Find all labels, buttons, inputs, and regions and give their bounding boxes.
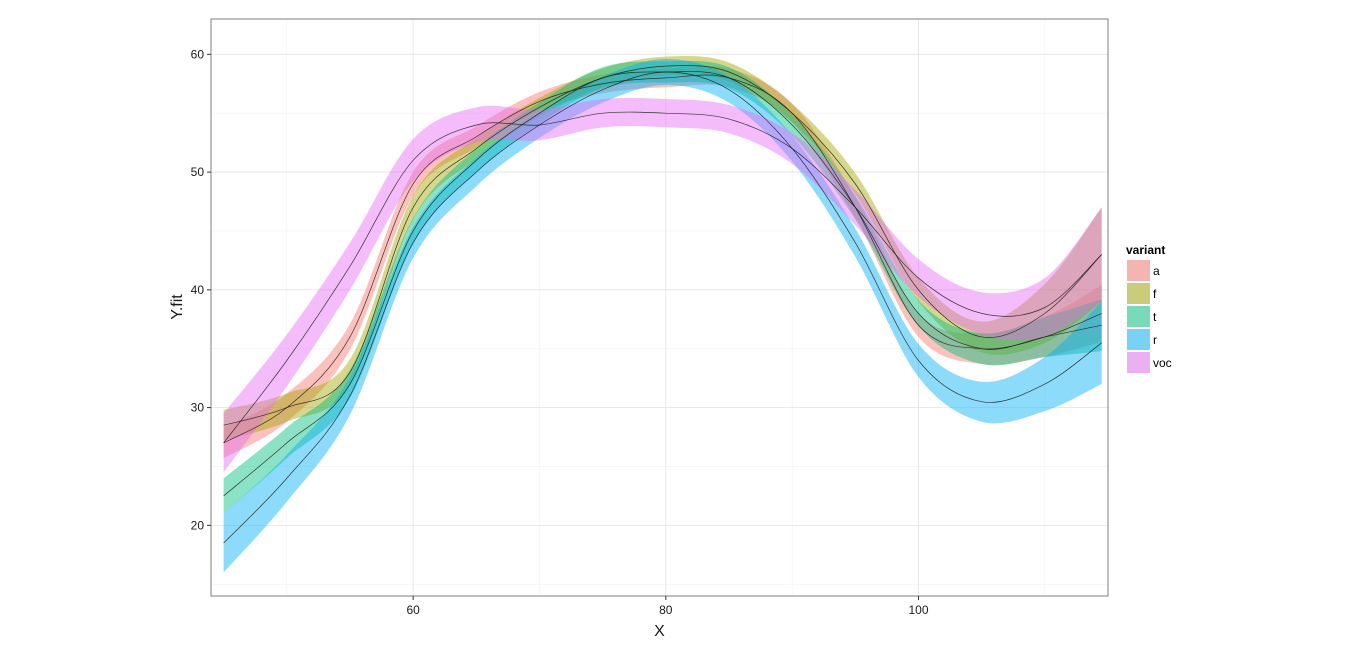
legend-key-r [1127,329,1150,350]
y-axis-title: Y.fit [169,294,186,320]
legend-label-t: t [1153,310,1157,324]
legend-label-r: r [1153,333,1157,347]
x-tick-label: 60 [406,603,420,617]
y-tick-label: 50 [191,165,205,179]
y-tick-label: 30 [191,401,205,415]
legend-label-f: f [1153,287,1157,301]
confidence-bands [223,56,1102,573]
x-axis-title: X [654,623,665,640]
fit-line-f [223,65,1102,426]
legend-label-a: a [1153,264,1160,278]
confidence-band-f [223,56,1102,441]
y-tick-label: 60 [191,47,205,61]
x-axis: 60 80 100 [406,596,929,617]
legend-key-f [1127,283,1150,304]
plot-panel-border [210,18,1109,597]
x-tick-label: 100 [908,603,928,617]
confidence-band-a [223,65,1102,459]
major-gridlines [211,19,1108,596]
x-tick-label: 80 [659,603,673,617]
confidence-band-voc [223,98,1102,473]
fit-line-a [223,74,1102,444]
minor-gridlines [211,19,1108,596]
fit-line-voc [223,111,1102,444]
legend-key-voc [1127,352,1150,373]
legend-key-t [1127,306,1150,327]
fit-lines [223,65,1102,544]
y-tick-label: 20 [191,518,205,532]
plot-panel-background [211,19,1108,596]
y-tick-label: 40 [191,283,205,297]
legend-label-voc: voc [1153,356,1172,370]
y-axis: 20 30 40 50 60 [191,47,211,532]
legend-key-a [1127,260,1150,281]
legend-title: variant [1126,243,1165,257]
fit-line-r [223,71,1102,544]
